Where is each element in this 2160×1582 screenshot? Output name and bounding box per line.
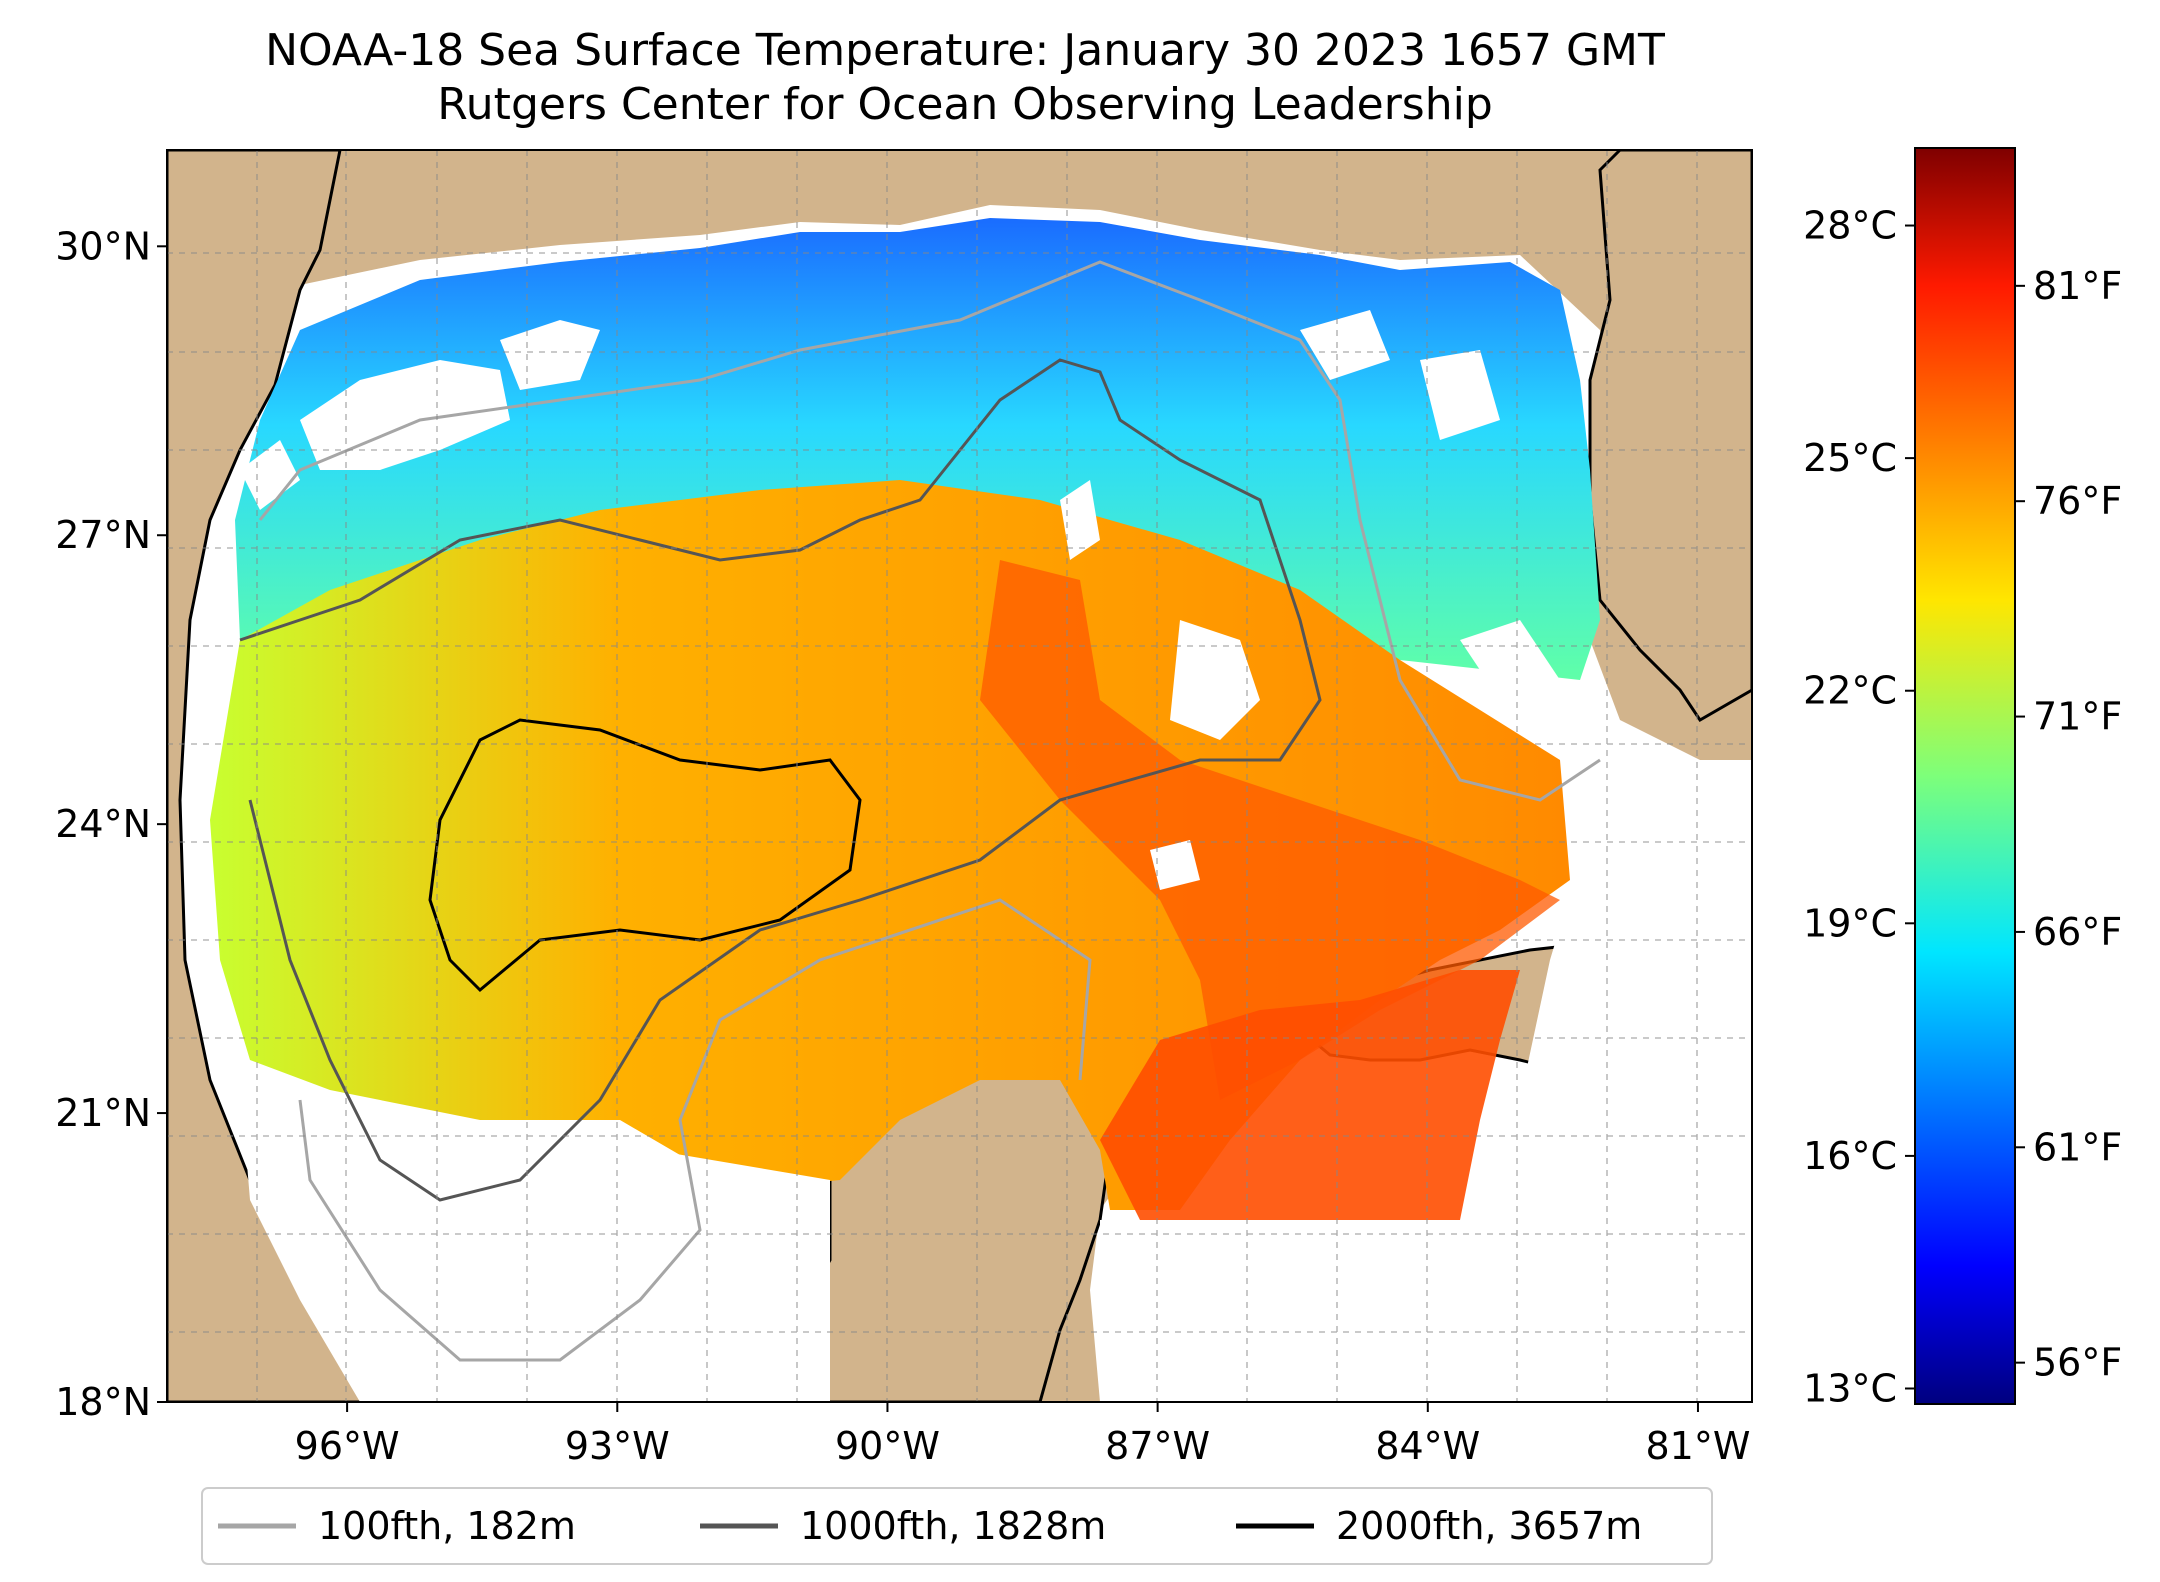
cloud-gaps bbox=[240, 310, 1560, 890]
swath-no-data-south bbox=[240, 1080, 830, 1402]
map-frame bbox=[166, 149, 1753, 1403]
colorbar: 28°C 25°C 22°C 19°C 16°C 13°C 81°F 76°F 71°F 66°F… bbox=[1803, 147, 2122, 1411]
lon-tick-label: 87°W bbox=[1105, 1424, 1210, 1468]
legend-frame bbox=[201, 1487, 1713, 1565]
celsius-tick-label: 19°C bbox=[1803, 901, 1897, 945]
map-title: NOAA-18 Sea Surface Temperature: January… bbox=[265, 25, 1665, 76]
swath-no-data-east bbox=[1480, 860, 1752, 1402]
lon-tick-label: 84°W bbox=[1375, 1424, 1480, 1468]
lat-tick-label: 24°N bbox=[55, 802, 151, 846]
fahrenheit-tick-label: 61°F bbox=[2033, 1125, 2122, 1169]
celsius-tick-label: 13°C bbox=[1803, 1366, 1897, 1410]
celsius-tick-label: 22°C bbox=[1803, 669, 1897, 713]
sst-caribbean bbox=[1100, 970, 1520, 1220]
colorbar-gradient bbox=[1914, 147, 2016, 1405]
contour-1000fth bbox=[239, 358, 1322, 1202]
florida-land bbox=[1588, 150, 1752, 723]
lon-tick-label: 90°W bbox=[835, 1424, 940, 1468]
colorbar-ticks: 28°C 25°C 22°C 19°C 16°C 13°C 81°F 76°F 71°F 66°F… bbox=[1803, 204, 2122, 1411]
sst-warm-core bbox=[980, 560, 1560, 1100]
lat-tick-label: 27°N bbox=[55, 513, 151, 557]
contour-legend: 100fth, 182m 1000fth, 1828m 2000fth, 3657m bbox=[201, 1487, 1713, 1565]
graticule bbox=[167, 150, 1752, 1402]
lat-tick-label: 18°N bbox=[55, 1380, 151, 1424]
legend-label: 1000fth, 1828m bbox=[800, 1504, 1106, 1548]
fahrenheit-tick-label: 56°F bbox=[2033, 1341, 2122, 1385]
map-axes: 30°N 27°N 24°N 21°N 18°N 96°W 93°W 90°W 87°W 84°W… bbox=[55, 224, 1750, 1468]
lon-tick-label: 81°W bbox=[1645, 1424, 1750, 1468]
lat-tick-label: 21°N bbox=[55, 1091, 151, 1135]
celsius-tick-label: 25°C bbox=[1803, 436, 1897, 480]
fahrenheit-tick-label: 71°F bbox=[2033, 695, 2122, 739]
legend-label: 2000fth, 3657m bbox=[1336, 1504, 1642, 1548]
contour-100fth bbox=[258, 260, 1601, 1362]
lon-tick-label: 93°W bbox=[565, 1424, 670, 1468]
swath-no-data-caribbean bbox=[1100, 1220, 1480, 1402]
fahrenheit-tick-label: 66°F bbox=[2033, 910, 2122, 954]
legend-label: 100fth, 182m bbox=[318, 1504, 576, 1548]
celsius-tick-label: 16°C bbox=[1803, 1134, 1897, 1178]
fahrenheit-tick-label: 76°F bbox=[2033, 479, 2122, 523]
map-panel bbox=[167, 150, 1752, 1402]
celsius-tick-label: 28°C bbox=[1803, 204, 1897, 248]
lat-tick-label: 30°N bbox=[55, 224, 151, 268]
lon-tick-label: 96°W bbox=[295, 1424, 400, 1468]
map-subtitle: Rutgers Center for Ocean Observing Leade… bbox=[437, 79, 1493, 130]
fahrenheit-tick-label: 81°F bbox=[2033, 264, 2122, 308]
